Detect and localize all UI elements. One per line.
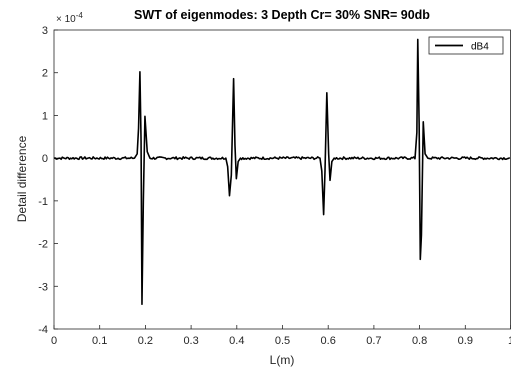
x-tick-label: 0.7: [366, 335, 381, 347]
axes-box: [53, 29, 511, 330]
x-tick-label: 0.2: [138, 335, 153, 347]
x-tick-label: 0.5: [275, 335, 290, 347]
y-axis-ticks: -4 -3 -2 -1 0 1 2 3: [38, 25, 58, 336]
x-tick-label: 0.1: [92, 335, 107, 347]
y-axis-label: Detail difference: [15, 135, 29, 222]
x-tick-label: 0: [51, 335, 57, 347]
chart-title: SWT of eigenmodes: 3 Depth Cr= 30% SNR= …: [134, 8, 430, 22]
legend-label: dB4: [471, 42, 489, 53]
y-tick-label: 1: [42, 110, 48, 122]
x-tick-label: 0.6: [321, 335, 336, 347]
y-tick-label: -4: [38, 324, 48, 336]
x-tick-label: 0.4: [229, 335, 244, 347]
y-tick-label: -1: [38, 196, 48, 208]
y-tick-label: 2: [42, 68, 48, 80]
x-tick-label: 0.8: [412, 335, 427, 347]
x-axis-ticks: 0 0.1 0.2 0.3 0.4 0.5 0.6 0.7 0.8 0.9 1: [51, 325, 511, 347]
x-tick-label: 0.9: [458, 335, 473, 347]
y-tick-label: -2: [38, 239, 48, 251]
y-tick-label: 3: [42, 25, 48, 37]
x-axis-label: L(m): [270, 353, 295, 367]
y-axis-multiplier-base: × 10: [56, 14, 76, 25]
x-tick-label: 1: [508, 335, 511, 347]
y-tick-label: 0: [42, 153, 48, 165]
x-tick-label: 0.3: [183, 335, 198, 347]
series-line-dB4: [53, 38, 511, 306]
y-tick-label: -3: [38, 281, 48, 293]
legend-box: [428, 36, 504, 55]
plot-area: -4 -3 -2 -1 0 1 2 3 0 0.1 0.2 0.3 0.4 0.5 0.6 0.7 0.8 0.…: [38, 25, 511, 347]
y-axis-multiplier: × 10-4: [56, 11, 83, 25]
legend: dB4: [428, 36, 504, 55]
y-axis-multiplier-exponent: -4: [76, 11, 84, 20]
